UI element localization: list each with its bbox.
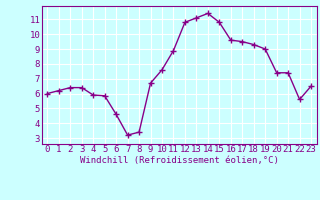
X-axis label: Windchill (Refroidissement éolien,°C): Windchill (Refroidissement éolien,°C) (80, 156, 279, 165)
